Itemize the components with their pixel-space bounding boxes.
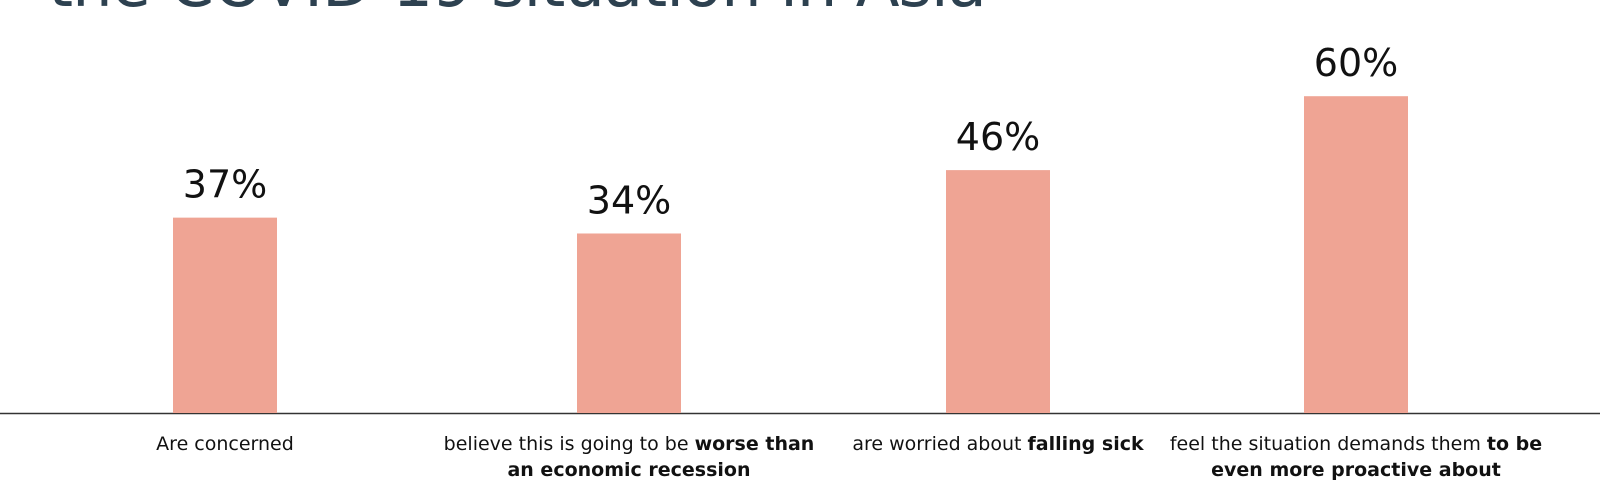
- bar: [1304, 96, 1408, 413]
- category-label: are worried about falling sick: [808, 431, 1188, 457]
- category-label: feel the situation demands them to be ev…: [1166, 431, 1546, 483]
- bar: [577, 233, 681, 413]
- category-label-part: worse than an economic recession: [507, 433, 815, 481]
- category-label-part: feel the situation demands them: [1169, 433, 1487, 455]
- category-label-part: to be even more proactive about: [1211, 433, 1543, 481]
- category-label-part: are worried about: [852, 433, 1028, 455]
- bar: [173, 217, 277, 413]
- chart-title: the COVID-19 situation in Asia: [48, 0, 987, 22]
- category-label: Are concerned: [35, 431, 415, 457]
- value-label: 46%: [956, 115, 1040, 159]
- value-label: 37%: [183, 163, 267, 207]
- value-label: 34%: [587, 178, 671, 222]
- category-label-part: Are concerned: [156, 433, 294, 455]
- category-label: believe this is going to be worse than a…: [439, 431, 819, 483]
- category-label-part: falling sick: [1027, 433, 1144, 455]
- value-label: 60%: [1314, 41, 1398, 85]
- bar: [946, 170, 1050, 413]
- category-label-part: believe this is going to be: [443, 433, 695, 455]
